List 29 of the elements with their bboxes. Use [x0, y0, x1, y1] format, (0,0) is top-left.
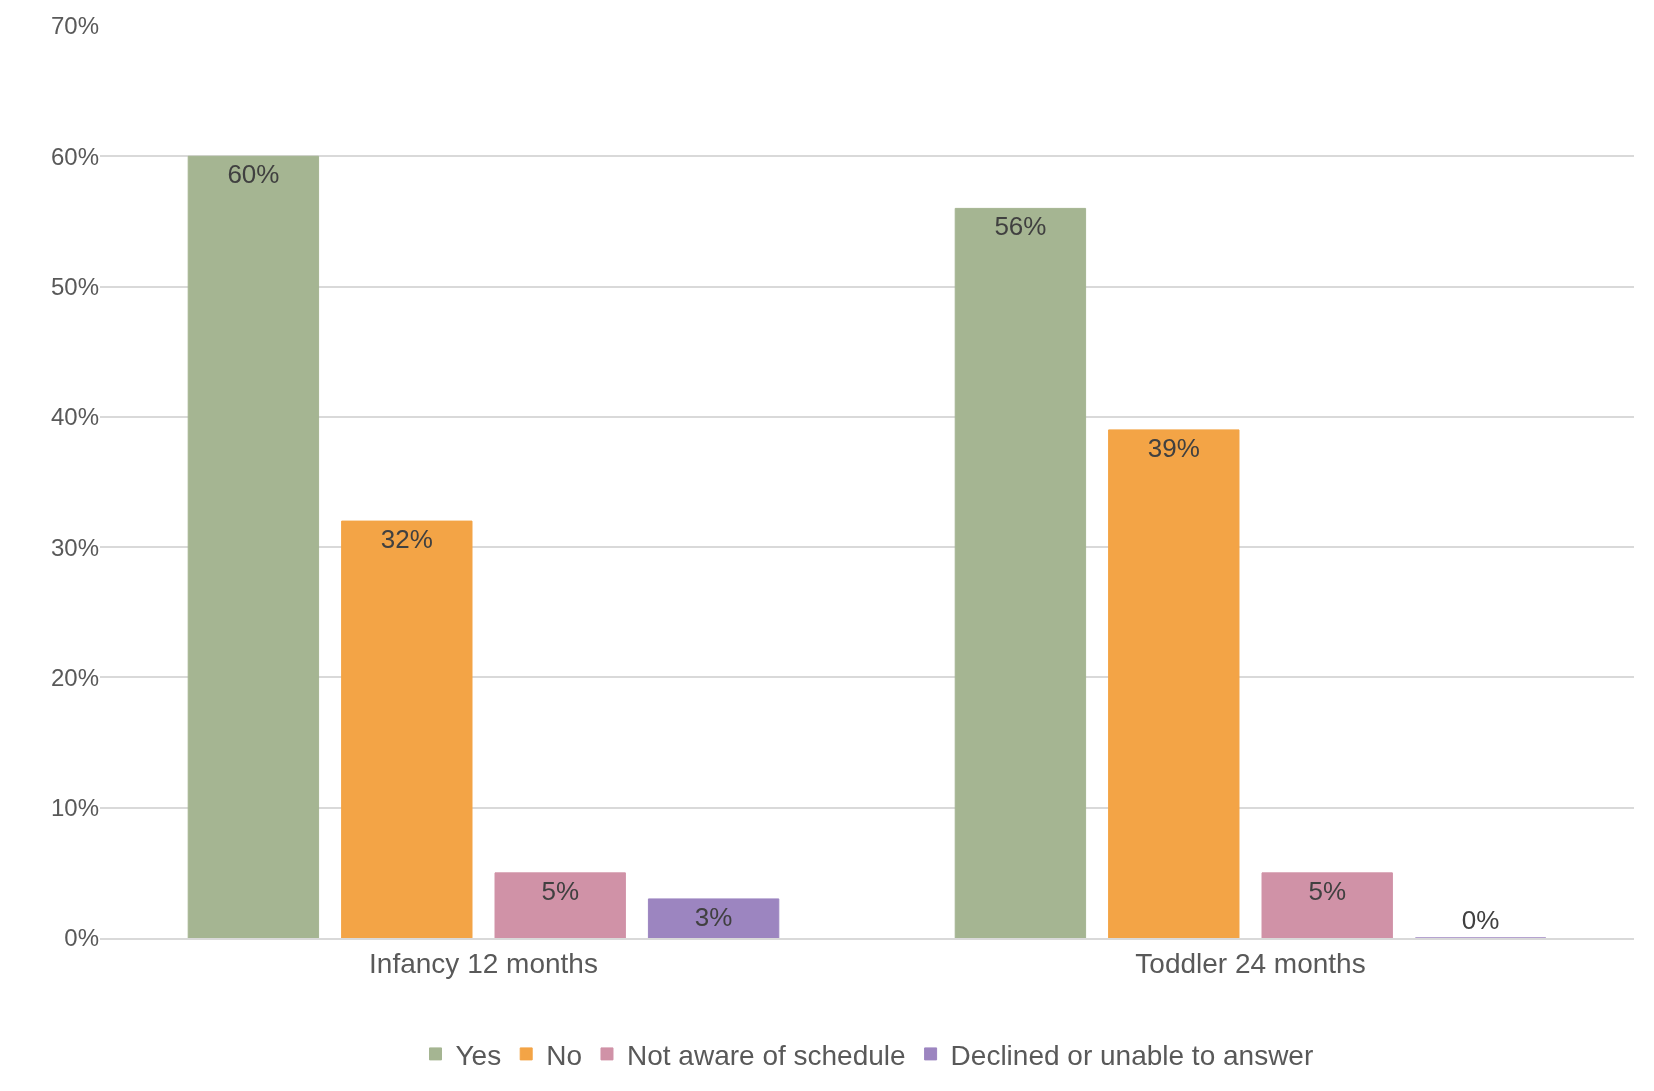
bar [1261, 872, 1393, 938]
bar [341, 520, 473, 938]
x-tick-label: Infancy 12 months [369, 948, 598, 980]
y-tick-label: 60% [50, 142, 99, 170]
y-tick-label: 70% [50, 12, 99, 40]
bar [954, 207, 1087, 938]
bar [1108, 429, 1240, 938]
data-label: 60% [227, 159, 280, 190]
data-label: 5% [541, 875, 579, 906]
data-label: 39% [1147, 432, 1200, 463]
bar [494, 872, 626, 938]
y-tick-label: 20% [50, 663, 99, 691]
y-tick-label: 10% [50, 794, 99, 822]
legend-label: Not aware of schedule [626, 1039, 906, 1071]
y-tick-label: 30% [50, 533, 99, 561]
data-label: 0% [1461, 905, 1500, 935]
y-tick-label: 50% [50, 272, 99, 300]
data-label: 56% [994, 211, 1047, 242]
bar [187, 155, 320, 938]
y-tick-label: 0% [64, 924, 99, 952]
data-label: 32% [380, 524, 433, 555]
y-tick-label: 40% [50, 403, 99, 431]
legend-label: Yes [455, 1039, 502, 1071]
x-tick-label: Toddler 24 months [1135, 948, 1366, 980]
data-label: 3% [694, 901, 733, 932]
data-label: 5% [1308, 875, 1346, 906]
legend-label: Declined or unable to answer [950, 1039, 1314, 1071]
bar [647, 898, 780, 938]
legend-label: No [546, 1039, 582, 1071]
